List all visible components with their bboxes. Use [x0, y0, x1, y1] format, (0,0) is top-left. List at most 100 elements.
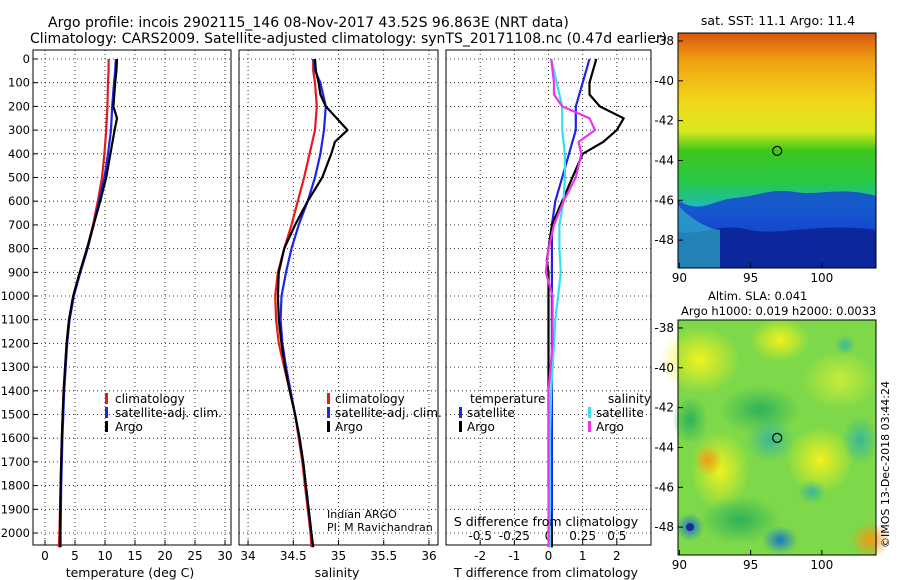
salinity-tick-label: 35: [331, 549, 346, 563]
depth-tick-label: 800: [8, 242, 30, 256]
imos-stamp: ©IMOS 13-Dec-2018 03:44:24: [879, 381, 892, 548]
temperature-tick-label: 15: [127, 549, 142, 563]
sla-blob: [746, 418, 794, 462]
difference-legend: temperature satellite Argo salinity sate…: [459, 392, 651, 434]
legend-label-climatology: climatology: [115, 392, 185, 406]
salinity-tick-label: 34.5: [280, 549, 307, 563]
credit-line1: Indian ARGO: [327, 508, 397, 521]
temperature-tick-label: 25: [187, 549, 202, 563]
depth-tick-label: 1200: [1, 336, 30, 350]
sla-blob: [672, 396, 708, 444]
t-difference-tick-label: -2: [474, 549, 486, 563]
depth-tick-label: 200: [8, 99, 30, 113]
salinity-tick-label: 34: [240, 549, 255, 563]
legend-label-climatology: climatology: [335, 392, 405, 406]
sla-blob: [700, 496, 780, 544]
sst-argo-position-marker: [772, 145, 783, 156]
temperature-tick-label: 30: [217, 549, 232, 563]
map-lon-tick-label: 100: [810, 271, 833, 285]
legend-swatch-argo: [327, 421, 330, 432]
salinity-legend: climatology satellite-adj. clim. Argo: [327, 392, 442, 434]
sla-blob: [694, 444, 722, 476]
sla-blob: [660, 326, 740, 394]
legend-label-satellite-adj: satellite-adj. clim.: [115, 406, 222, 420]
map-lat-tick-label: -44: [654, 153, 674, 167]
map-lat-tick-label: -48: [654, 520, 674, 534]
profile-series: [57, 58, 625, 548]
depth-tick-label: 1000: [1, 289, 30, 303]
sla-blob: [835, 335, 855, 355]
map-lat-tick-label: -40: [654, 361, 674, 375]
sla-map-title-line1: Altim. SLA: 0.041: [708, 289, 807, 303]
legend-label-t-satellite: satellite: [467, 406, 515, 420]
depth-tick-label: 1500: [1, 408, 30, 422]
depth-tick-label: 300: [8, 123, 30, 137]
depth-tick-label: 1300: [1, 360, 30, 374]
salinity-tick-label: 36: [421, 549, 436, 563]
temperature-tick-label: 10: [97, 549, 112, 563]
map-lon-tick-label: 90: [672, 558, 687, 572]
legend-swatch-t-satellite: [459, 407, 462, 418]
temperature-tick-label: 5: [71, 549, 79, 563]
sla-blob: [842, 416, 878, 464]
s-difference-tick-label: -0.5: [468, 529, 491, 543]
temperature-legend: climatology satellite-adj. clim. Argo: [105, 392, 222, 434]
panel-gridlines: [33, 50, 651, 545]
figure-title-line2: Climatology: CARS2009. Satellite-adjuste…: [30, 31, 667, 47]
sst-map-frame: [677, 32, 877, 269]
legend-swatch-climatology: [105, 393, 108, 404]
legend-swatch-argo: [105, 421, 108, 432]
series-line-temperature-satellite: [550, 58, 591, 548]
map-lat-tick-label: -48: [654, 233, 674, 247]
t-difference-tick-label: -1: [508, 549, 520, 563]
salinity-xlabel: salinity: [315, 565, 360, 580]
series-line-satellite-adj-clim-: [59, 58, 117, 548]
temperature-panel-frame: [32, 49, 232, 546]
map-lat-tick-label: -38: [654, 321, 674, 335]
sla-map-frame: [677, 319, 877, 556]
depth-tick-label: 1600: [1, 431, 30, 445]
depth-tick-label: 700: [8, 218, 30, 232]
s-difference-tick-label: 0.25: [569, 529, 596, 543]
credit-line2: PI: M Ravichandran: [327, 521, 433, 534]
sla-blob: [750, 318, 810, 362]
legend-swatch-climatology: [327, 393, 330, 404]
sst-map: [677, 32, 877, 269]
legend-swatch-satellite-adj: [105, 407, 108, 418]
sla-blob: [798, 480, 826, 504]
sla-map-title-line2: Argo h1000: 0.019 h2000: 0.0033: [681, 304, 876, 318]
legend-title-salinity: salinity: [608, 392, 651, 406]
legend-label-s-satellite: satellite: [596, 406, 644, 420]
legend-label-t-argo: Argo: [467, 420, 495, 434]
map-lat-tick-label: -38: [654, 34, 674, 48]
legend-title-temperature: temperature: [470, 392, 545, 406]
t-difference-tick-label: 1: [579, 549, 587, 563]
depth-tick-label: 400: [8, 147, 30, 161]
series-line-salinity-argo: [544, 58, 597, 548]
x-axes: 0 5 10 15 20 25 30 34 34.5 35 35.5 36 -2 -1 0 1 2 -0.5 -0.…: [41, 529, 626, 563]
s-difference-tick-label: 0.5: [607, 529, 626, 543]
legend-swatch-t-argo: [459, 421, 462, 432]
legend-label-argo: Argo: [335, 420, 363, 434]
sst-map-cold-water: [678, 227, 876, 268]
sst-map-axes: -38 -40 -42 -44 -46 -48 90 95 100: [654, 34, 833, 285]
legend-label-s-argo: Argo: [596, 420, 624, 434]
map-lon-tick-label: 95: [743, 271, 758, 285]
map-lat-tick-label: -46: [654, 480, 674, 494]
s-difference-tick-label: -0.25: [499, 529, 530, 543]
t-difference-tick-label: 0: [545, 549, 553, 563]
depth-tick-label: 1800: [1, 479, 30, 493]
t-difference-xlabel: T difference from climatology: [453, 565, 639, 580]
sla-argo-position-marker: [772, 432, 783, 443]
depth-tick-label: 100: [8, 76, 30, 90]
sla-eddy-core: [686, 523, 694, 531]
sla-blob: [850, 522, 890, 558]
depth-tick-label: 500: [8, 171, 30, 185]
depth-tick-label: 900: [8, 265, 30, 279]
map-lat-tick-label: -42: [654, 114, 674, 128]
depth-tick-label: 0: [23, 52, 30, 66]
temperature-tick-label: 0: [41, 549, 49, 563]
temperature-xlabel: temperature (deg C): [66, 565, 195, 580]
map-lat-tick-label: -46: [654, 193, 674, 207]
series-line-argo: [276, 58, 349, 548]
